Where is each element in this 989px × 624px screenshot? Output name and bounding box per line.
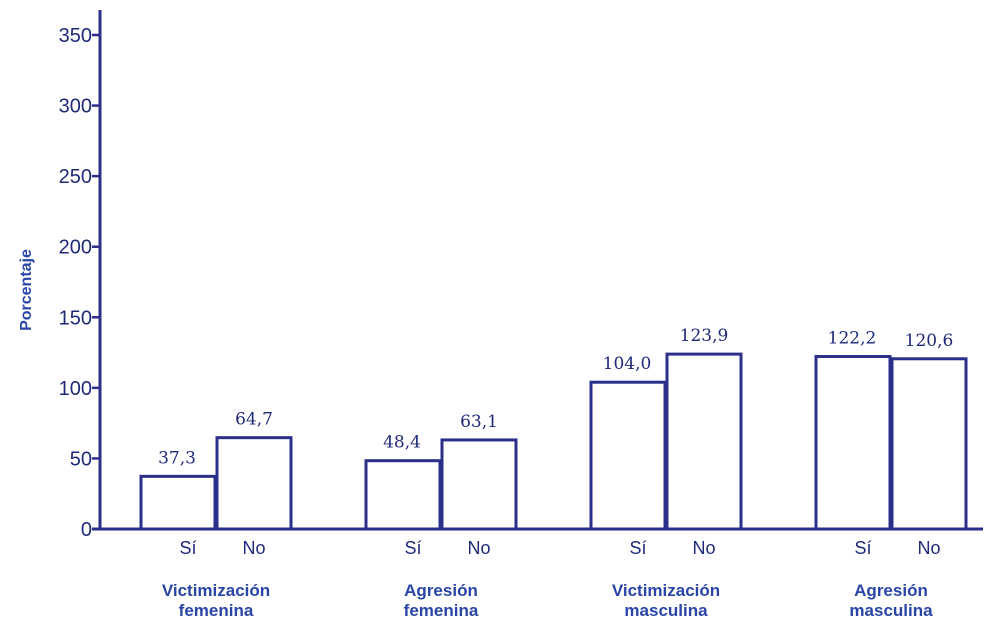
- x-tick-label: No: [917, 538, 940, 558]
- x-tick-label: No: [242, 538, 265, 558]
- group-label: femenina: [179, 601, 254, 620]
- data-label: 104,0: [603, 354, 652, 374]
- bar: [442, 440, 516, 529]
- data-label: 37,3: [158, 448, 196, 468]
- data-label: 48,4: [383, 433, 421, 453]
- x-tick-label: Sí: [629, 538, 646, 558]
- group-label: masculina: [624, 601, 708, 620]
- y-tick-label: 150: [59, 307, 92, 329]
- group-label: Agresión: [404, 581, 478, 600]
- bar: [217, 438, 291, 529]
- y-tick-label: 250: [59, 166, 92, 188]
- data-label: 122,2: [828, 329, 877, 349]
- data-label: 120,6: [905, 331, 954, 351]
- group-label: masculina: [849, 601, 933, 620]
- y-tick-label: 200: [59, 237, 92, 259]
- group-label: Victimización: [162, 581, 270, 600]
- group-label: Victimización: [612, 581, 720, 600]
- y-tick-label: 100: [59, 378, 92, 400]
- y-ticks: 0 50 100 150 200 250 300 350: [59, 25, 100, 541]
- x-tick-label: No: [692, 538, 715, 558]
- bar: [141, 476, 215, 529]
- bars: [141, 354, 966, 529]
- x-tick-label: Sí: [404, 538, 421, 558]
- bar: [816, 357, 890, 529]
- group-label: Agresión: [854, 581, 928, 600]
- group-label: femenina: [404, 601, 479, 620]
- x-tick-label: Sí: [179, 538, 196, 558]
- y-axis-label: Porcentaje: [18, 249, 35, 331]
- bar: [667, 354, 741, 529]
- x-tick-label: No: [467, 538, 490, 558]
- data-label: 123,9: [680, 326, 729, 346]
- y-tick-label: 50: [70, 448, 92, 470]
- bar: [591, 382, 665, 529]
- y-tick-label: 300: [59, 96, 92, 118]
- data-label: 64,7: [235, 410, 273, 430]
- bar: [366, 461, 440, 529]
- x-tick-label: Sí: [854, 538, 871, 558]
- data-label: 63,1: [460, 412, 498, 432]
- y-tick-label: 350: [59, 25, 92, 47]
- y-tick-label: 0: [81, 519, 92, 541]
- bar: [892, 359, 966, 529]
